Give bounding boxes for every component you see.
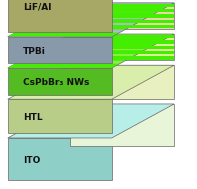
Polygon shape [70,35,174,38]
Polygon shape [8,65,174,99]
Polygon shape [58,36,168,40]
Text: ITO: ITO [23,156,41,165]
Polygon shape [8,99,112,133]
Polygon shape [20,57,131,61]
Polygon shape [8,68,112,94]
Text: HTL: HTL [23,113,43,122]
Polygon shape [8,3,174,37]
Polygon shape [33,19,144,23]
Polygon shape [70,46,174,49]
Polygon shape [8,64,119,67]
Polygon shape [70,51,174,54]
Polygon shape [70,40,174,44]
Polygon shape [70,20,174,23]
Polygon shape [70,4,174,7]
Text: CsPbBr₃ NWs: CsPbBr₃ NWs [23,78,90,87]
Polygon shape [33,50,144,54]
Polygon shape [45,12,156,16]
Polygon shape [70,25,174,28]
Polygon shape [45,43,156,47]
Polygon shape [70,104,174,146]
Polygon shape [20,26,131,29]
Polygon shape [8,138,112,180]
Polygon shape [8,34,174,68]
Polygon shape [70,9,174,12]
Polygon shape [8,0,112,32]
Polygon shape [8,33,119,36]
Polygon shape [70,3,174,29]
Polygon shape [70,56,174,60]
Polygon shape [70,65,174,99]
Polygon shape [58,5,168,9]
Polygon shape [8,37,112,63]
Polygon shape [70,14,174,18]
Text: TPBi: TPBi [23,47,46,56]
Polygon shape [8,104,174,138]
Polygon shape [70,34,174,60]
Text: LiF/Al: LiF/Al [23,2,52,11]
